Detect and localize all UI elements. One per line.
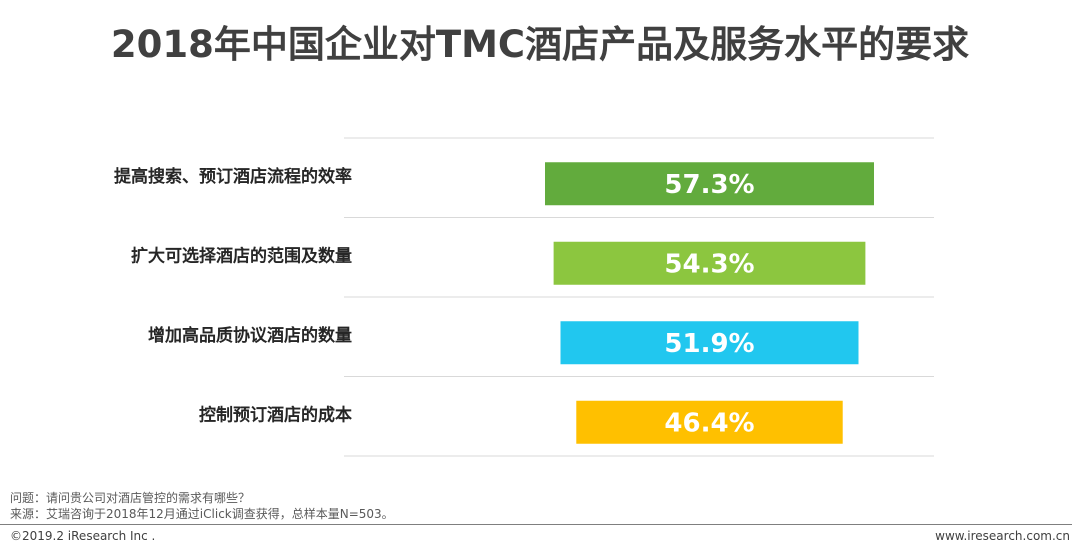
category-label: 提高搜索、预订酒店流程的效率 xyxy=(114,166,352,187)
category-label: 扩大可选择酒店的范围及数量 xyxy=(131,245,352,266)
bar-value-label: 57.3% xyxy=(664,170,754,200)
chart-plot-area: 57.3% 提高搜索、预订酒店流程的效率 54.3% 扩大可选择酒店的范围及数量 51.… xyxy=(114,137,934,457)
bar xyxy=(576,400,843,444)
bar xyxy=(545,162,874,206)
question-note: 问题：请问贵公司对酒店管控的需求有哪些？ xyxy=(10,491,251,505)
footer-copyright: ©2019.2 iResearch Inc . xyxy=(10,529,156,543)
bar-value-label: 46.4% xyxy=(664,408,754,438)
bar-value-label: 54.3% xyxy=(664,249,754,279)
footer-website[interactable]: www.iresearch.com.cn xyxy=(935,529,1070,543)
category-label: 控制预订酒店的成本 xyxy=(199,404,352,425)
chart-title: 2018年中国企业对TMC酒店产品及服务水平的要求 xyxy=(110,23,970,66)
category-label: 增加高品质协议酒店的数量 xyxy=(148,325,352,346)
bar-value-label: 51.9% xyxy=(664,329,754,359)
bar xyxy=(560,321,859,365)
bar xyxy=(553,241,866,285)
source-note: 来源：艾瑞咨询于2018年12月通过iClick调查获得，总样本量N=503。 xyxy=(10,507,394,521)
footer-divider xyxy=(0,524,1072,525)
